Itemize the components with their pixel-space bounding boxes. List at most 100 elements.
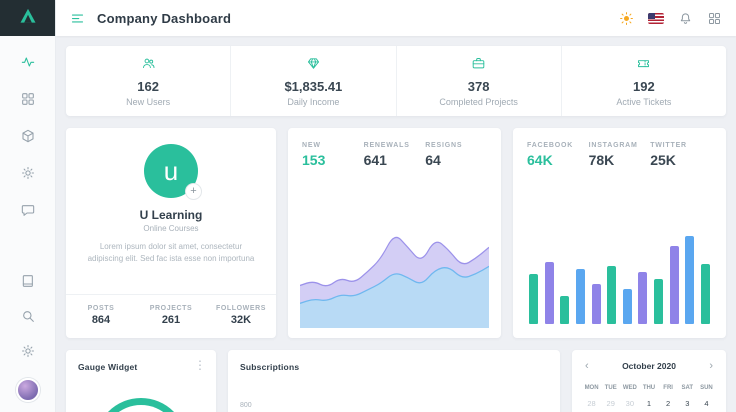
profile-avatar-letter: u [163,155,179,186]
metric-value: 153 [302,152,326,168]
widgets-row: u + U Learning Online Courses Lorem ipsu… [66,128,726,338]
calendar-date[interactable]: 30 [625,399,635,408]
profile-stat-value: 864 [91,314,111,326]
sidebar-item-settings[interactable] [18,165,38,185]
bar [654,279,663,324]
metric-value: 78K [588,152,615,168]
subscriptions-card: Subscriptions 800 [228,350,560,412]
renewals-card: NEW 153 RENEWALS 641 RESIGNS 64 [288,128,501,338]
calendar-day-name: WED [622,385,637,391]
profile-stat-value: 32K [230,314,252,326]
sidebar-item-apps[interactable] [18,91,38,111]
triangle-logo-icon [18,6,38,31]
calendar-next-icon[interactable]: › [709,360,713,372]
users-icon [141,56,156,76]
activity-icon [20,54,36,75]
metric-label: TWITTER [650,142,687,149]
topbar-actions [619,11,722,26]
social-card: FACEBOOK 64K INSTAGRAM 78K TWITTER 25K [513,128,726,338]
stat-active-tickets: 192 Active Tickets [562,46,726,116]
bar [575,269,585,324]
calendar-day-name: SAT [681,385,694,391]
renewals-area-chart [300,236,489,328]
apps-grid-icon[interactable] [707,11,722,26]
metric-resigns: RESIGNS 64 [425,142,487,168]
calendar-date[interactable]: 4 [704,399,709,408]
calendar-date[interactable]: 2 [666,399,671,408]
stat-value: 378 [467,78,490,94]
stat-label: Daily Income [287,96,340,107]
profile-subtitle: Online Courses [143,224,199,233]
metric-renewals: RENEWALS 641 [364,142,426,168]
calendar-date[interactable]: 3 [685,399,690,408]
sidebar-nav-top [0,36,55,222]
calendar-header: ‹ October 2020 › [582,360,716,372]
calendar-day-name: THU [642,385,656,391]
metric-value: 64K [527,152,553,168]
chat-icon [20,202,36,223]
sun-icon[interactable] [619,11,634,26]
area-series-line [300,265,489,305]
sidebar-item-preferences[interactable] [18,343,38,363]
stat-daily-income: $1,835.41 Daily Income [231,46,397,116]
search-icon [20,308,36,329]
bottom-row: Gauge Widget ⋮ Subscriptions 800 ‹ Octob… [66,350,726,412]
profile-card: u + U Learning Online Courses Lorem ipsu… [66,128,276,338]
book-icon [20,273,36,294]
bar [591,284,601,324]
sidebar-item-messages[interactable] [18,202,38,222]
calendar-day-name: FRI [663,385,673,391]
subscriptions-title: Subscriptions [240,362,300,372]
us-flag-icon[interactable] [648,12,664,24]
y-axis-top-label: 800 [240,402,252,409]
stat-new-users: 162 New Users [66,46,232,116]
sidebar-item-packages[interactable] [18,128,38,148]
metric-value: 25K [650,152,676,168]
sidebar [0,0,56,412]
calendar-date[interactable]: 28 [587,399,596,408]
profile-stat-followers: FOLLOWERS 32K [206,305,276,326]
calendar-card: ‹ October 2020 › MON TUE WED THU FRI SAT SUN 2… [572,350,726,412]
bell-icon[interactable] [678,11,693,26]
calendar-dates: 28 29 30 1 2 3 4 [582,399,716,408]
area-series [300,266,489,328]
metric-label: RENEWALS [363,142,410,149]
kebab-menu-icon[interactable]: ⋮ [194,358,206,372]
bar [669,246,679,324]
main-area: Company Dashboard 162 Ne [56,0,736,412]
profile-bio: Lorem ipsum dolor sit amet, consectetur … [87,242,255,264]
calendar-day-names: MON TUE WED THU FRI SAT SUN [582,385,716,391]
renewals-metrics: NEW 153 RENEWALS 641 RESIGNS 64 [302,142,487,168]
stat-value: 162 [137,78,159,94]
calendar-date[interactable]: 29 [606,399,615,408]
bar [529,274,538,324]
diamond-icon [306,56,321,76]
bar [638,272,648,324]
profile-stat-label: PROJECTS [149,305,193,312]
app-logo[interactable] [0,0,55,36]
bar [685,236,695,324]
page-title: Company Dashboard [97,10,232,26]
metric-new: NEW 153 [302,142,364,168]
stat-label: New Users [126,96,171,107]
profile-stat-value: 261 [161,314,181,326]
sidebar-item-dashboard[interactable] [18,54,38,74]
sidebar-item-search[interactable] [18,308,38,328]
menu-fold-icon[interactable] [70,11,85,26]
content: 162 New Users $1,835.41 Daily Income 378… [56,36,736,412]
stat-label: Completed Projects [439,96,518,107]
bar [700,264,710,324]
metric-label: RESIGNS [425,142,463,149]
user-avatar[interactable] [15,378,40,402]
profile-stat-posts: POSTS 864 [66,305,136,326]
gear-icon [20,165,36,186]
sidebar-item-docs[interactable] [18,273,38,293]
profile-stat-projects: PROJECTS 261 [136,305,206,326]
calendar-date[interactable]: 1 [646,399,652,408]
calendar-prev-icon[interactable]: ‹ [585,360,589,372]
sidebar-nav-bottom [0,273,55,412]
calendar-day-name: SUN [700,385,713,391]
topbar: Company Dashboard [56,0,736,36]
add-badge-icon[interactable]: + [185,183,202,200]
stat-value: 192 [633,78,655,94]
